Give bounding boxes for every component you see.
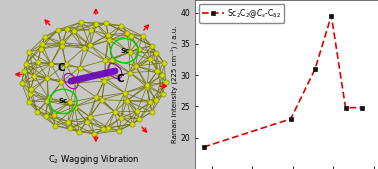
Point xyxy=(105,126,112,129)
Point xyxy=(59,44,65,47)
Sc$_2$C$_2$@$C_s$-C$_{82}$ xyxy=(313,68,318,70)
Point xyxy=(71,30,77,33)
Point xyxy=(109,58,115,61)
Point xyxy=(127,71,133,74)
Point xyxy=(26,51,32,53)
Point xyxy=(88,28,94,31)
Point xyxy=(124,99,130,102)
Point xyxy=(46,97,52,100)
Point xyxy=(51,114,57,117)
Point xyxy=(128,34,134,37)
Point xyxy=(147,58,153,61)
Point xyxy=(136,118,142,120)
Point xyxy=(160,93,166,95)
Point xyxy=(112,111,118,113)
Text: Sc: Sc xyxy=(59,98,68,104)
Point xyxy=(76,66,82,69)
Point xyxy=(55,28,61,31)
Text: C: C xyxy=(117,74,125,84)
Point xyxy=(154,70,160,73)
Point xyxy=(67,101,73,103)
Sc$_2$C$_2$@$C_s$-C$_{82}$ xyxy=(329,15,334,17)
Legend: Sc$_2$C$_2$@$C_s$-C$_{82}$: Sc$_2$C$_2$@$C_s$-C$_{82}$ xyxy=(199,4,284,23)
Point xyxy=(59,41,65,44)
Point xyxy=(100,128,106,130)
Point xyxy=(78,21,84,23)
Point xyxy=(161,62,167,64)
Sc$_2$C$_2$@$C_s$-C$_{82}$ xyxy=(359,107,364,109)
Point xyxy=(35,61,41,64)
Point xyxy=(44,77,50,79)
Point xyxy=(87,116,93,118)
Point xyxy=(19,82,25,84)
Text: Sc: Sc xyxy=(120,48,129,54)
Point xyxy=(124,31,130,34)
Point xyxy=(48,63,54,65)
Point xyxy=(44,100,50,103)
Point xyxy=(43,114,49,117)
Point xyxy=(34,110,40,113)
Point xyxy=(102,59,108,62)
Point xyxy=(147,101,153,104)
Point xyxy=(136,47,142,50)
Line: Sc$_2$C$_2$@$C_s$-C$_{82}$: Sc$_2$C$_2$@$C_s$-C$_{82}$ xyxy=(201,14,364,149)
Point xyxy=(63,63,69,66)
Point xyxy=(153,99,159,101)
Point xyxy=(149,45,155,47)
Point xyxy=(144,85,150,88)
Point xyxy=(153,51,159,54)
Point xyxy=(87,44,93,47)
Point xyxy=(42,35,48,38)
Text: C: C xyxy=(57,63,65,73)
Point xyxy=(64,27,70,30)
Point xyxy=(116,129,122,132)
Sc$_2$C$_2$@$C_s$-C$_{82}$ xyxy=(343,107,348,109)
Point xyxy=(101,80,107,82)
Point xyxy=(163,81,169,84)
Point xyxy=(28,88,34,90)
Text: C$_2$ Wagging Vibration: C$_2$ Wagging Vibration xyxy=(48,153,140,166)
Point xyxy=(71,105,77,108)
Point xyxy=(58,81,64,84)
Point xyxy=(159,74,165,76)
Point xyxy=(144,83,150,86)
Point xyxy=(39,43,45,46)
Point xyxy=(127,51,133,53)
Sc$_2$C$_2$@$C_s$-C$_{82}$ xyxy=(201,146,206,148)
Point xyxy=(133,65,139,67)
Point xyxy=(103,22,109,25)
Point xyxy=(23,63,29,65)
Point xyxy=(105,33,111,36)
Point xyxy=(139,35,146,37)
Point xyxy=(91,132,97,135)
Point xyxy=(99,98,105,101)
Point xyxy=(93,96,99,99)
Point xyxy=(26,100,32,103)
Point xyxy=(84,120,90,123)
Point xyxy=(73,82,79,84)
Point xyxy=(102,76,108,79)
Point xyxy=(52,124,58,127)
Point xyxy=(149,111,155,113)
Point xyxy=(106,39,112,42)
Sc$_2$C$_2$@$C_s$-C$_{82}$ xyxy=(288,118,293,120)
Point xyxy=(129,123,135,125)
Point xyxy=(122,92,128,94)
Point xyxy=(37,48,43,50)
Point xyxy=(93,23,99,25)
Point xyxy=(134,110,140,112)
Point xyxy=(21,70,27,72)
Point xyxy=(76,130,82,133)
Point xyxy=(31,75,37,77)
Point xyxy=(65,120,71,123)
Point xyxy=(118,24,124,27)
Point xyxy=(118,116,124,119)
Point xyxy=(27,92,33,95)
Y-axis label: Raman Intensity (225 cm⁻¹) / a.u.: Raman Intensity (225 cm⁻¹) / a.u. xyxy=(170,26,178,143)
Point xyxy=(81,47,87,50)
Point xyxy=(67,127,73,130)
